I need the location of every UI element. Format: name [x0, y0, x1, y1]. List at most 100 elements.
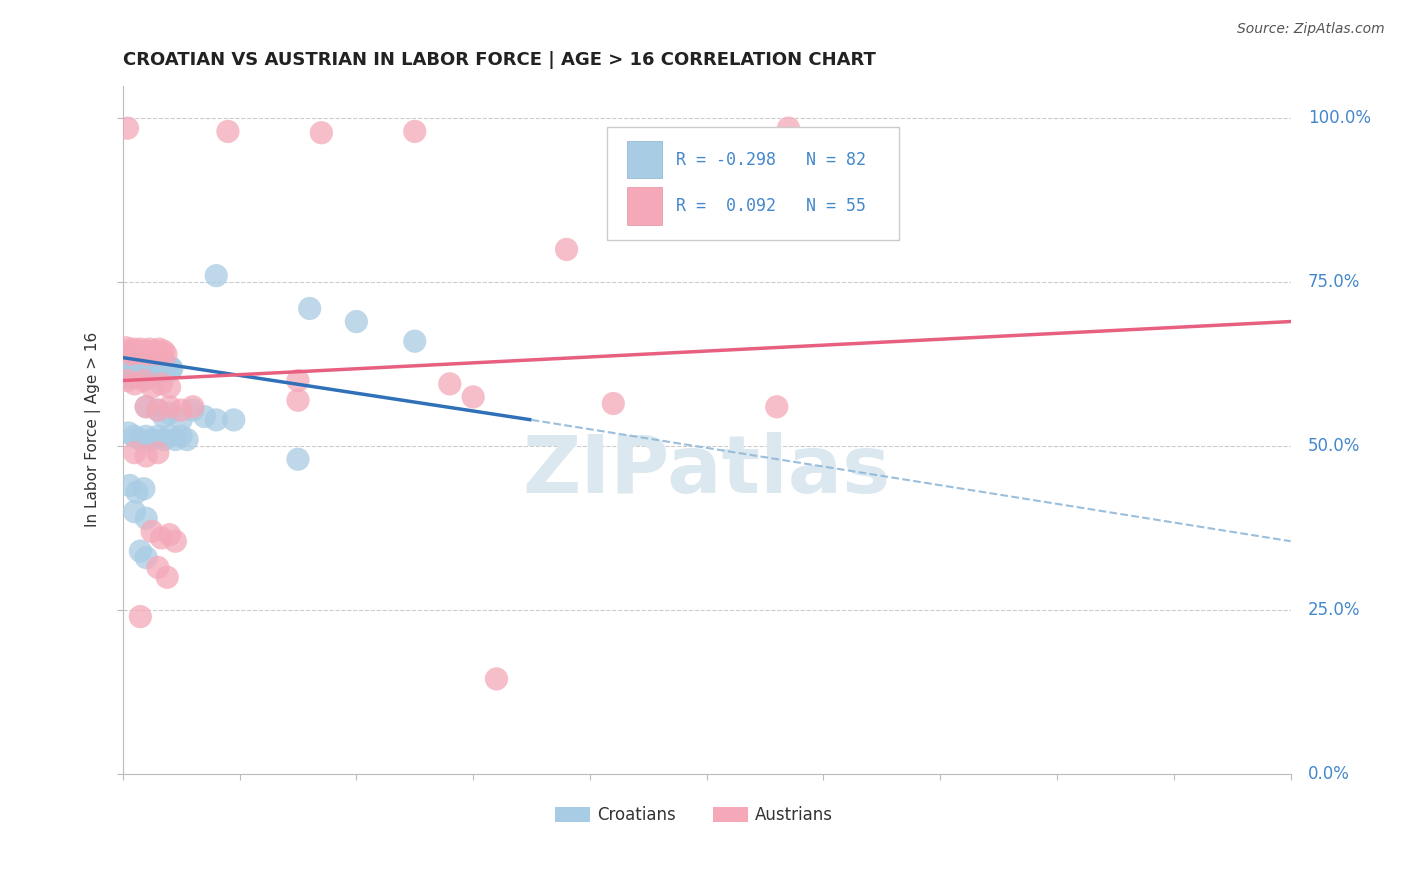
Point [124, 359, 146, 373]
Point [132, 374, 155, 388]
Point [159, 429, 181, 443]
Point [287, 374, 309, 388]
Point [145, 361, 167, 376]
Point [124, 346, 146, 360]
Point [287, 393, 309, 408]
Point [124, 445, 146, 459]
Point [135, 429, 157, 443]
Point [120, 347, 142, 361]
Point [134, 361, 156, 376]
Y-axis label: In Labor Force | Age > 16: In Labor Force | Age > 16 [86, 332, 101, 527]
Text: Source: ZipAtlas.com: Source: ZipAtlas.com [1237, 22, 1385, 37]
Point [170, 403, 193, 417]
Point [117, 347, 139, 361]
Point [145, 359, 167, 373]
Text: 100.0%: 100.0% [1308, 110, 1371, 128]
Point [129, 433, 152, 447]
Point [439, 376, 461, 391]
Point [135, 400, 157, 414]
Text: Croatians: Croatians [598, 805, 676, 823]
Point [131, 360, 153, 375]
Point [778, 121, 800, 136]
Bar [713, 807, 748, 822]
Point [143, 344, 166, 359]
Point [159, 360, 181, 375]
Point [170, 429, 193, 443]
Point [159, 364, 181, 378]
Point [132, 359, 155, 373]
Point [135, 449, 157, 463]
Point [117, 121, 139, 136]
Point [152, 364, 174, 378]
Text: 0.0%: 0.0% [1308, 765, 1350, 783]
Point [129, 544, 152, 558]
Point [148, 342, 170, 356]
Point [298, 301, 321, 316]
Point [311, 126, 333, 140]
Text: CROATIAN VS AUSTRIAN IN LABOR FORCE | AGE > 16 CORRELATION CHART: CROATIAN VS AUSTRIAN IN LABOR FORCE | AG… [122, 51, 876, 69]
Point [115, 357, 138, 371]
Point [129, 609, 152, 624]
Point [141, 359, 163, 373]
Point [153, 361, 176, 376]
Text: 75.0%: 75.0% [1308, 273, 1361, 291]
Point [138, 357, 160, 371]
Point [136, 364, 159, 378]
Point [118, 370, 141, 384]
Point [118, 360, 141, 375]
Point [152, 409, 174, 424]
Point [193, 409, 215, 424]
Point [132, 482, 155, 496]
Point [138, 342, 160, 356]
Point [155, 347, 177, 361]
Point [217, 124, 239, 138]
Point [135, 370, 157, 384]
Point [149, 361, 172, 376]
Point [159, 406, 181, 420]
Point [117, 374, 139, 388]
Point [176, 433, 198, 447]
Point [157, 361, 180, 376]
Point [118, 354, 141, 368]
Point [120, 364, 142, 378]
Point [148, 360, 170, 375]
Point [141, 346, 163, 360]
Point [152, 344, 174, 359]
Bar [627, 141, 662, 178]
Point [128, 361, 150, 376]
Point [170, 413, 193, 427]
Point [160, 361, 183, 376]
FancyBboxPatch shape [607, 127, 900, 241]
Point [138, 361, 160, 376]
Point [135, 360, 157, 375]
Point [122, 361, 145, 376]
Point [156, 359, 179, 373]
Text: 25.0%: 25.0% [1308, 601, 1361, 619]
Point [143, 364, 166, 378]
Point [141, 433, 163, 447]
Point [146, 560, 169, 574]
Point [155, 364, 177, 378]
Point [150, 531, 173, 545]
Point [122, 342, 145, 356]
Point [555, 243, 578, 257]
Point [145, 347, 167, 361]
Point [131, 346, 153, 360]
Point [404, 334, 426, 349]
Point [115, 341, 138, 355]
Point [127, 344, 149, 359]
Point [131, 364, 153, 378]
Point [344, 314, 367, 328]
Point [205, 413, 228, 427]
Point [146, 403, 169, 417]
Text: 50.0%: 50.0% [1308, 437, 1361, 455]
Point [150, 359, 173, 373]
Point [129, 357, 152, 371]
Point [127, 360, 149, 375]
Point [121, 357, 143, 371]
Point [485, 672, 508, 686]
Point [124, 429, 146, 443]
Point [114, 351, 136, 365]
Point [152, 433, 174, 447]
Point [124, 355, 146, 369]
